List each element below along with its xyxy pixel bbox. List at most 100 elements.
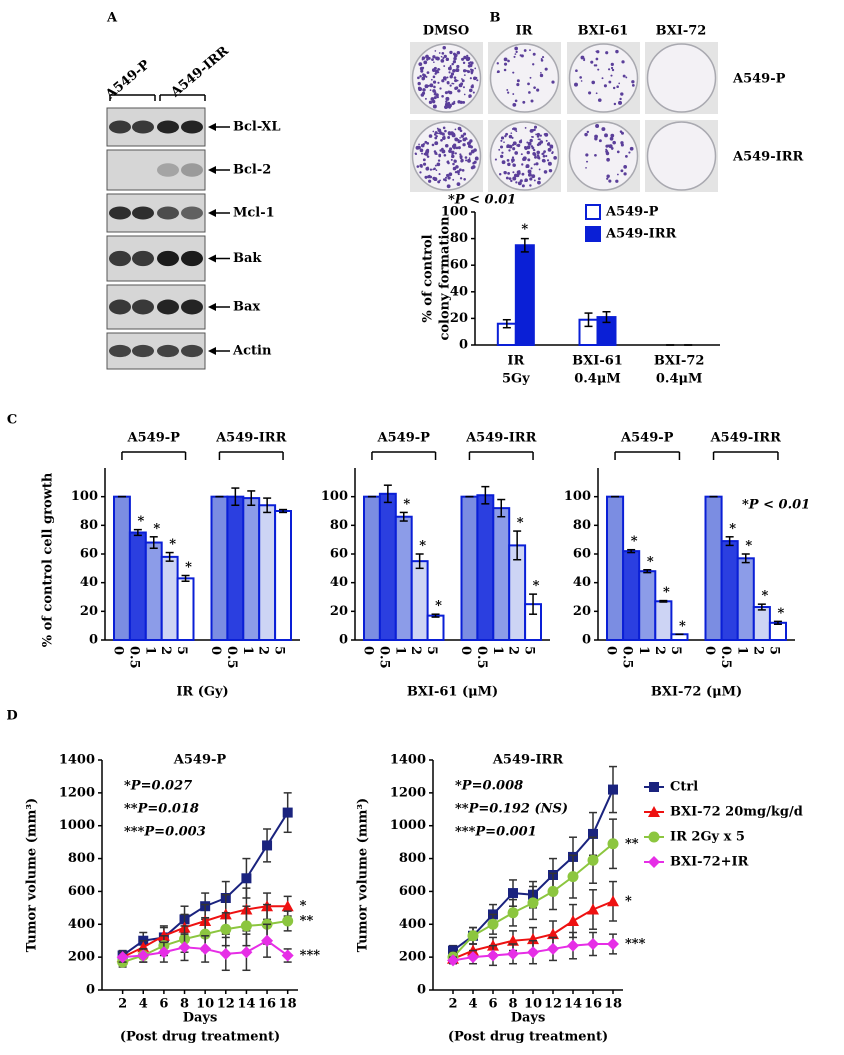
x-tick-label: BXI-72: [654, 354, 705, 369]
blot-band: [109, 299, 131, 315]
colony: [530, 167, 533, 170]
colony: [543, 170, 548, 174]
colony: [434, 141, 439, 146]
bar: [606, 495, 625, 641]
colony: [429, 83, 434, 88]
y-tick-label: 0: [582, 633, 591, 648]
colony: [438, 154, 442, 158]
x-tick-label: 2: [158, 646, 173, 655]
colony: [546, 159, 550, 162]
colony: [435, 56, 439, 61]
blot-band: [109, 206, 131, 220]
colony: [503, 68, 507, 72]
colony: [620, 92, 624, 96]
chart-title: A549-P: [173, 753, 227, 768]
colony: [434, 72, 437, 75]
colony: [459, 156, 463, 160]
marker: [567, 939, 579, 952]
colony: [442, 46, 446, 50]
x-tick-label: 6: [488, 997, 497, 1012]
colony: [544, 132, 549, 137]
colony: [455, 165, 459, 169]
x-tick-label: 2: [652, 646, 667, 655]
colony: [618, 82, 621, 85]
colony: [539, 140, 544, 144]
colony: [447, 161, 450, 165]
blot-band: [132, 250, 154, 267]
colony: [583, 59, 586, 62]
y-tick-label: 20: [573, 604, 591, 619]
annotation: *P < 0.01: [742, 498, 810, 513]
colony: [605, 51, 609, 55]
star: *: [631, 534, 638, 549]
x-tick-label: 10: [196, 997, 214, 1012]
marker: [241, 873, 252, 884]
colony: [457, 173, 460, 176]
colony: [442, 126, 446, 130]
colony: [419, 171, 422, 174]
colony: [605, 148, 608, 151]
colony: [422, 158, 426, 162]
dish: [646, 121, 717, 191]
colony: [421, 56, 426, 60]
colony: [516, 79, 520, 83]
colony: [531, 136, 533, 138]
bar: [622, 550, 641, 642]
colony: [547, 142, 550, 145]
colony: [505, 176, 509, 180]
colony: [453, 76, 457, 79]
colony: [523, 49, 527, 52]
arrow-head: [208, 303, 216, 311]
colony: [443, 178, 446, 181]
annotation: ***P=0.003: [124, 825, 206, 840]
colony: [418, 143, 420, 146]
colony: [434, 50, 437, 52]
colony: [594, 153, 597, 157]
colony: [456, 170, 460, 174]
x-tick-label: 2: [750, 646, 765, 655]
marker: [282, 915, 294, 927]
colony: [586, 160, 589, 163]
colony: [452, 82, 455, 85]
colony: [531, 174, 536, 179]
y-tick-label: 100: [564, 489, 591, 504]
colony: [440, 138, 443, 142]
annotation: **P=0.018: [124, 802, 199, 817]
colony: [455, 139, 458, 142]
colony: [631, 80, 635, 84]
colony: [618, 100, 623, 105]
x-tick-label: 0: [458, 646, 473, 655]
colony: [533, 153, 537, 157]
bar: [492, 507, 511, 641]
x-tick-label: 16: [258, 997, 276, 1012]
colony: [453, 102, 456, 105]
colony: [469, 61, 472, 64]
colony: [537, 180, 541, 185]
colony: [444, 176, 448, 179]
colony: [415, 145, 420, 150]
panel-label: B: [490, 11, 501, 26]
column-label: DMSO: [423, 24, 469, 39]
bar: [752, 606, 771, 641]
colony: [444, 129, 447, 133]
x-tick-label: 0: [702, 646, 717, 655]
colony: [529, 184, 532, 187]
y-tick-label: 40: [573, 575, 591, 590]
bar: [258, 504, 277, 641]
colony: [432, 130, 435, 133]
bar: [113, 495, 131, 641]
colony: [527, 141, 532, 146]
colony: [515, 50, 518, 54]
y-tick-label: 0: [339, 633, 348, 648]
x-label: Days: [183, 1011, 218, 1026]
y-tick-label: 200: [399, 950, 426, 965]
colony: [436, 162, 441, 167]
band-label: Bak: [233, 251, 262, 266]
colony: [539, 73, 544, 78]
colony: [447, 101, 451, 105]
colony: [443, 65, 446, 67]
y-tick-label: 800: [399, 851, 426, 866]
colony: [506, 146, 509, 149]
colony: [574, 82, 578, 87]
colony: [509, 135, 512, 138]
